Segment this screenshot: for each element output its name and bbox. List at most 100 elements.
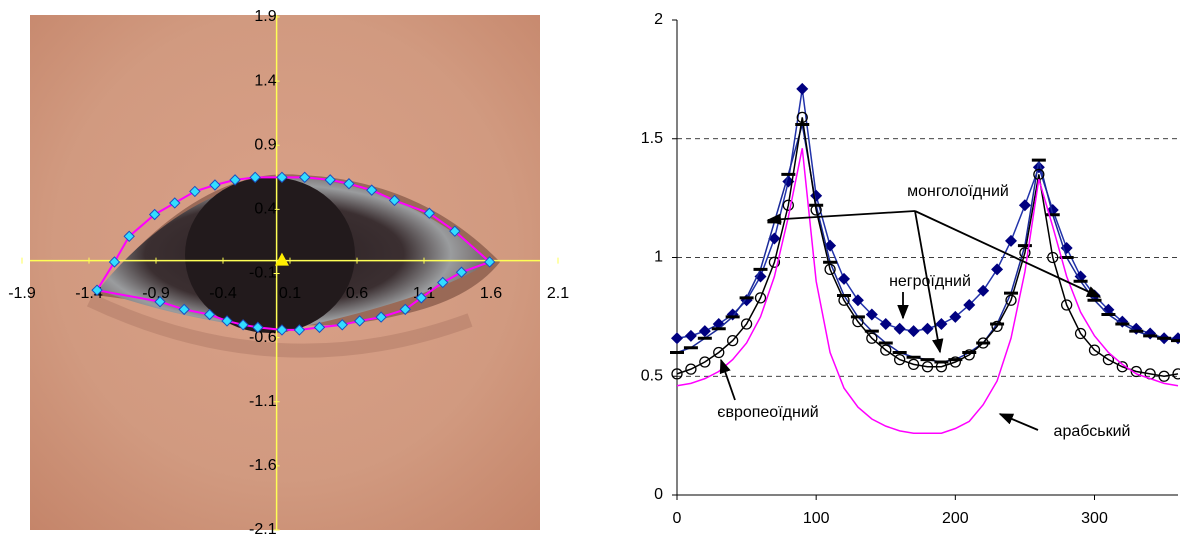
x-tick-label: 0 bbox=[673, 510, 682, 527]
contour-point bbox=[313, 321, 326, 334]
x-tick-label: 100 bbox=[803, 510, 830, 527]
contour-point bbox=[249, 171, 261, 184]
point bbox=[1074, 270, 1087, 283]
contour-point bbox=[252, 321, 264, 334]
point bbox=[963, 299, 976, 311]
x-tick-label: 0.6 bbox=[346, 285, 368, 302]
point bbox=[977, 284, 990, 297]
point bbox=[991, 320, 1003, 333]
contour-point bbox=[399, 303, 411, 316]
point bbox=[824, 263, 836, 276]
contour-point bbox=[353, 315, 366, 327]
pointer-arrow bbox=[719, 358, 736, 401]
point bbox=[865, 308, 878, 321]
point bbox=[699, 356, 711, 368]
center-point bbox=[274, 252, 289, 266]
point bbox=[1018, 199, 1031, 212]
series-line bbox=[676, 117, 1179, 378]
y-tick-label: -0.6 bbox=[249, 329, 277, 346]
contour-point bbox=[189, 185, 201, 198]
point bbox=[977, 337, 989, 349]
point bbox=[684, 329, 697, 342]
eye-chart: -1.9 -1.4 -0.9 -0.4 0.1 0.6 1.1 1.6 2.1-2.1-1.6-… bbox=[8, 8, 569, 537]
series-label: європеоїдний bbox=[717, 404, 818, 421]
contour-point bbox=[449, 225, 461, 237]
point bbox=[768, 256, 781, 268]
contour-point bbox=[375, 311, 387, 323]
x-tick-label: 2.1 bbox=[547, 285, 569, 302]
point bbox=[893, 322, 906, 335]
contour-point bbox=[423, 207, 436, 219]
point bbox=[866, 332, 878, 344]
pointer-arrow bbox=[766, 210, 916, 225]
point bbox=[740, 318, 753, 330]
point bbox=[921, 322, 934, 335]
contour-point bbox=[229, 174, 241, 186]
point bbox=[754, 270, 767, 283]
contour-point bbox=[366, 184, 378, 196]
point bbox=[1061, 299, 1073, 311]
eye-photo bbox=[30, 15, 540, 530]
y-tick-label: 1.9 bbox=[254, 8, 276, 25]
point bbox=[851, 294, 864, 307]
y-tick-label: 0 bbox=[654, 486, 663, 503]
x-tick-label: -0.4 bbox=[209, 285, 237, 302]
contour-point bbox=[237, 319, 249, 331]
x-tick-label: 300 bbox=[1081, 510, 1108, 527]
point bbox=[1046, 204, 1059, 216]
y-tick-label: -0.1 bbox=[249, 265, 277, 282]
y-tick-label: 0.9 bbox=[254, 136, 276, 153]
lower-lid bbox=[87, 293, 473, 358]
point bbox=[1047, 251, 1059, 264]
y-tick-label: 1 bbox=[654, 249, 663, 266]
point bbox=[880, 344, 892, 356]
point bbox=[810, 189, 823, 202]
contour-point bbox=[336, 319, 348, 331]
contour-point bbox=[148, 208, 161, 221]
contour-point bbox=[388, 194, 401, 207]
point bbox=[1088, 344, 1101, 356]
point bbox=[796, 111, 808, 124]
point bbox=[796, 82, 809, 95]
point bbox=[713, 346, 725, 359]
pointer-arrow bbox=[998, 413, 1039, 431]
y-tick-label: -1.6 bbox=[249, 457, 277, 474]
point bbox=[1144, 327, 1157, 340]
point bbox=[1130, 365, 1142, 378]
point bbox=[963, 349, 975, 361]
contour-point bbox=[437, 276, 449, 289]
line-chart: 0 0.5 1 1.5 2 0 100 200 300 монголоїдний негроїдни… bbox=[641, 11, 1180, 527]
point bbox=[894, 353, 906, 366]
point bbox=[1102, 353, 1115, 366]
point bbox=[671, 332, 683, 345]
iris bbox=[185, 177, 355, 333]
y-tick-label: 1.5 bbox=[641, 130, 663, 147]
point bbox=[949, 310, 962, 323]
point bbox=[907, 325, 920, 338]
point bbox=[838, 272, 850, 285]
point bbox=[949, 356, 961, 368]
point bbox=[935, 361, 948, 373]
contour-point bbox=[108, 256, 121, 268]
point bbox=[1019, 247, 1031, 259]
contour-point bbox=[455, 266, 468, 278]
contour-point bbox=[209, 179, 221, 191]
y-tick-label: 0.4 bbox=[254, 201, 276, 218]
contour-point bbox=[178, 303, 190, 316]
contour-point bbox=[91, 284, 103, 296]
series-line bbox=[676, 148, 1179, 434]
pointer-arrow bbox=[914, 210, 944, 354]
series-label: негроїдний bbox=[889, 273, 971, 290]
x-tick-label: -0.9 bbox=[142, 285, 170, 302]
pointer-arrow bbox=[914, 210, 1102, 298]
contour-point bbox=[343, 178, 355, 190]
contour-point bbox=[203, 308, 216, 321]
point bbox=[671, 368, 683, 380]
contour-point bbox=[123, 230, 135, 243]
series-line bbox=[676, 88, 1178, 339]
point bbox=[879, 318, 892, 330]
x-tick-label: 200 bbox=[942, 510, 969, 527]
point bbox=[1158, 370, 1170, 382]
point bbox=[1172, 332, 1180, 345]
